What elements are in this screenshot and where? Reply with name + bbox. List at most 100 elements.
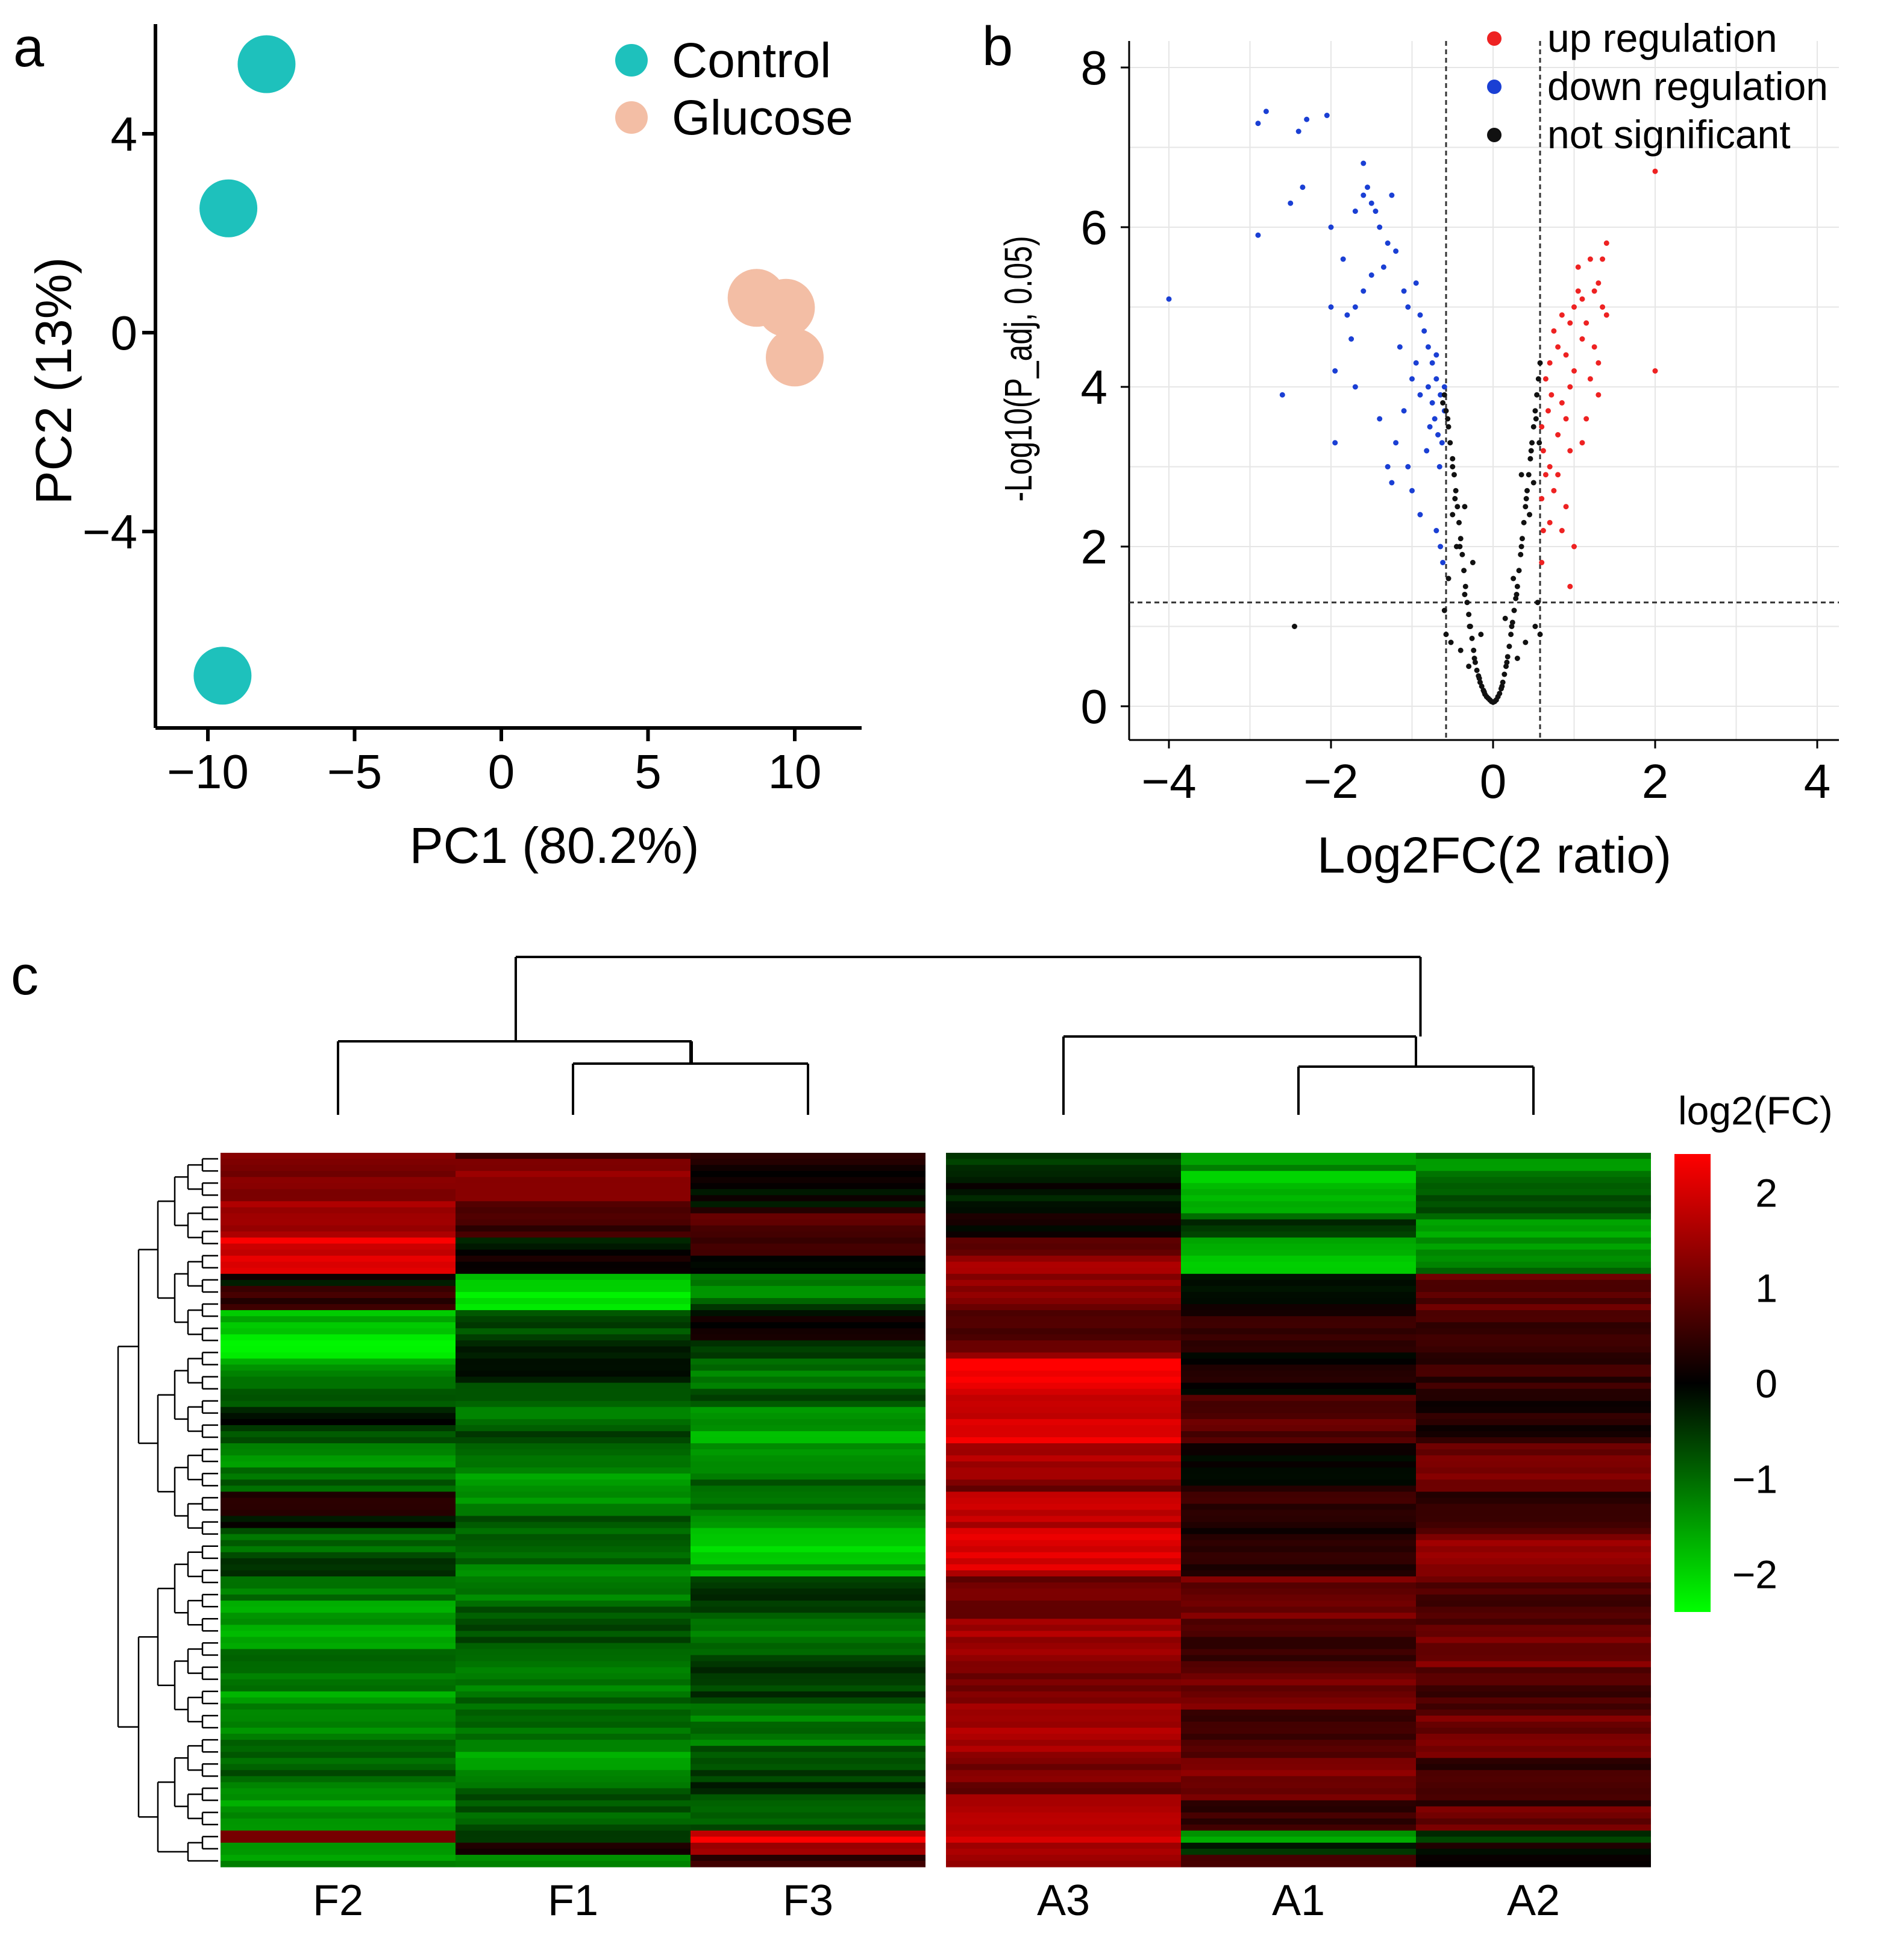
- volcano-point-not-significant: [1450, 456, 1456, 462]
- heatmap-cell: [691, 1788, 925, 1795]
- heatmap-cell: [1416, 1358, 1651, 1366]
- volcano-point-down-regulation: [1436, 464, 1442, 469]
- heatmap-cell: [1181, 1376, 1416, 1384]
- heatmap-cell: [221, 1159, 456, 1165]
- heatmap-cell: [1416, 1316, 1651, 1323]
- heatmap-cell: [221, 1679, 456, 1686]
- volcano-point-not-significant: [1464, 600, 1470, 606]
- heatmap-cell: [1181, 1607, 1416, 1613]
- heatmap-cell: [456, 1437, 691, 1444]
- volcano-x-tick-label: 0: [1480, 754, 1507, 808]
- heatmap-cell: [946, 1201, 1181, 1208]
- heatmap-cell: [1181, 1588, 1416, 1595]
- heatmap-cell: [221, 1818, 456, 1825]
- heatmap-cell: [221, 1249, 456, 1256]
- volcano-point-down-regulation: [1361, 288, 1367, 294]
- heatmap-cell: [221, 1183, 456, 1190]
- volcano-point-down-regulation: [1401, 408, 1407, 414]
- volcano-point-not-significant: [1527, 512, 1533, 518]
- heatmap-cell: [946, 1546, 1181, 1553]
- heatmap-cell: [1416, 1582, 1651, 1589]
- volcano-point-down-regulation: [1279, 392, 1285, 398]
- heatmap-cell: [1181, 1715, 1416, 1722]
- heatmap-cell: [946, 1824, 1181, 1831]
- volcano-point-up-regulation: [1571, 368, 1577, 374]
- heatmap-cell: [691, 1261, 925, 1268]
- heatmap-cell: [456, 1842, 691, 1849]
- heatmap-cell: [1416, 1364, 1651, 1372]
- heatmap-cell: [1416, 1818, 1651, 1825]
- heatmap-cell: [946, 1443, 1181, 1450]
- heatmap-cell: [221, 1776, 456, 1783]
- heatmap-cell: [221, 1643, 456, 1650]
- heatmap-cell: [456, 1279, 691, 1287]
- heatmap-cell: [1416, 1528, 1651, 1535]
- heatmap-cell: [691, 1595, 925, 1601]
- heatmap-cell: [456, 1818, 691, 1825]
- heatmap-cell: [691, 1558, 925, 1565]
- volcano-point-not-significant: [1470, 560, 1476, 565]
- heatmap-cell: [691, 1703, 925, 1710]
- volcano-point-down-regulation: [1409, 488, 1415, 494]
- heatmap-cell: [946, 1679, 1181, 1686]
- heatmap-cell: [691, 1207, 925, 1214]
- heatmap-cell: [1181, 1860, 1416, 1867]
- heatmap-cell: [1181, 1685, 1416, 1692]
- volcano-point-down-regulation: [1429, 400, 1435, 406]
- heatmap-cell: [946, 1279, 1181, 1287]
- volcano-point-down-regulation: [1263, 108, 1269, 114]
- heatmap-cell: [221, 1734, 456, 1740]
- heatmap-cell: [1181, 1595, 1416, 1601]
- heatmap-cell: [691, 1752, 925, 1758]
- heatmap-cell: [946, 1298, 1181, 1305]
- heatmap-cell: [946, 1667, 1181, 1674]
- heatmap-cell: [1416, 1431, 1651, 1438]
- heatmap-cell: [691, 1570, 925, 1577]
- heatmap-cell: [1416, 1643, 1651, 1650]
- heatmap-cell: [691, 1497, 925, 1505]
- heatmap-cell: [456, 1824, 691, 1831]
- heatmap-cell: [1416, 1510, 1651, 1517]
- heatmap-cell: [1181, 1310, 1416, 1317]
- volcano-point-up-regulation: [1549, 392, 1555, 398]
- heatmap-cell: [1416, 1691, 1651, 1698]
- heatmap-cell: [221, 1836, 456, 1843]
- heatmap-cell: [691, 1842, 925, 1849]
- heatmap-cell: [946, 1189, 1181, 1196]
- heatmap-cell: [946, 1370, 1181, 1378]
- volcano-point-not-significant: [1440, 400, 1446, 406]
- heatmap-cell: [221, 1595, 456, 1601]
- heatmap-cell: [456, 1522, 691, 1529]
- volcano-point-not-significant: [1527, 456, 1533, 462]
- heatmap-cell: [691, 1601, 925, 1607]
- heatmap-cell: [946, 1661, 1181, 1668]
- heatmap-cell: [946, 1322, 1181, 1329]
- heatmap-cell: [1181, 1848, 1416, 1855]
- heatmap-cell: [221, 1201, 456, 1208]
- heatmap-cell: [946, 1352, 1181, 1359]
- heatmap-cell: [946, 1497, 1181, 1505]
- heatmap-cell: [456, 1153, 691, 1159]
- heatmap-cell: [946, 1388, 1181, 1396]
- heatmap-cell: [456, 1764, 691, 1770]
- heatmap-cell: [1416, 1413, 1651, 1420]
- pca-point-glucose: [766, 328, 824, 387]
- heatmap-column-label: A1: [1272, 1877, 1325, 1925]
- heatmap-cell: [221, 1728, 456, 1734]
- heatmap-cell: [691, 1734, 925, 1740]
- heatmap-cell: [1181, 1340, 1416, 1347]
- heatmap-cell: [1181, 1231, 1416, 1238]
- heatmap-cell: [221, 1491, 456, 1499]
- heatmap-cell: [1181, 1510, 1416, 1517]
- heatmap-cell: [946, 1836, 1181, 1843]
- heatmap-cell: [1416, 1734, 1651, 1740]
- heatmap-cell: [456, 1382, 691, 1390]
- heatmap-cell: [1181, 1764, 1416, 1770]
- volcano-point-up-regulation: [1547, 360, 1553, 366]
- volcano-point-up-regulation: [1542, 472, 1549, 478]
- heatmap-cell: [1181, 1237, 1416, 1244]
- heatmap-cell: [456, 1322, 691, 1329]
- heatmap-cell: [456, 1697, 691, 1704]
- heatmap-cell: [1416, 1406, 1651, 1414]
- heatmap-cell: [691, 1279, 925, 1287]
